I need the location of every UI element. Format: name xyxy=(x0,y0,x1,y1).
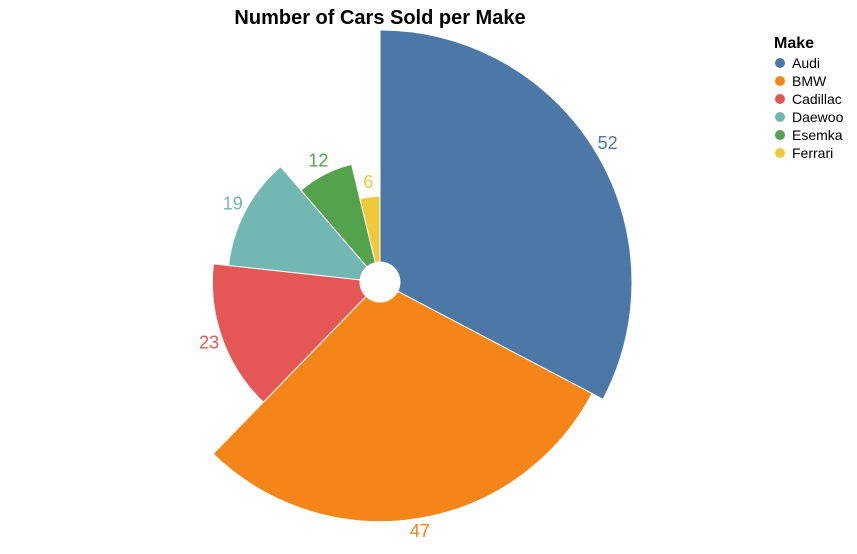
legend-swatch-bmw xyxy=(775,76,785,86)
legend: Make Audi BMW Cadillac Daewoo Esemka Ferrari xyxy=(774,35,844,161)
slice-daewoo xyxy=(228,165,368,281)
legend-swatch-esemka xyxy=(775,130,785,140)
data-label-esemka: 12 xyxy=(308,151,328,171)
legend-swatch-audi xyxy=(775,58,785,68)
legend-label-audi: Audi xyxy=(792,55,820,71)
slice-audi xyxy=(379,29,633,400)
legend-swatch-cadillac xyxy=(775,94,785,104)
data-label-bmw: 47 xyxy=(410,521,430,541)
legend-swatch-daewoo xyxy=(775,112,785,122)
legend-title: Make xyxy=(774,35,814,52)
slice-ferrari xyxy=(359,195,381,264)
legend-label-ferrari: Ferrari xyxy=(792,145,833,161)
legend-item-audi: Audi xyxy=(775,55,820,71)
legend-label-cadillac: Cadillac xyxy=(792,91,842,107)
legend-label-daewoo: Daewoo xyxy=(792,109,844,125)
legend-item-daewoo: Daewoo xyxy=(775,109,844,125)
legend-label-bmw: BMW xyxy=(792,73,827,89)
legend-label-esemka: Esemka xyxy=(792,127,843,143)
legend-item-esemka: Esemka xyxy=(775,127,843,143)
data-label-cadillac: 23 xyxy=(199,332,219,352)
data-labels-group: 52 47 23 19 12 6 xyxy=(199,133,618,541)
slice-bmw xyxy=(212,290,593,523)
legend-items: Audi BMW Cadillac Daewoo Esemka Ferrari xyxy=(775,55,844,161)
legend-swatch-ferrari xyxy=(775,148,785,158)
legend-item-bmw: BMW xyxy=(775,73,827,89)
chart-title: Number of Cars Sold per Make xyxy=(234,7,525,29)
legend-item-ferrari: Ferrari xyxy=(775,145,833,161)
data-label-ferrari: 6 xyxy=(363,172,373,192)
slices-group xyxy=(211,29,633,523)
slice-cadillac xyxy=(211,263,367,403)
slice-esemka xyxy=(300,163,376,268)
data-label-daewoo: 19 xyxy=(223,193,243,213)
data-label-audi: 52 xyxy=(598,133,618,153)
legend-item-cadillac: Cadillac xyxy=(775,91,842,107)
